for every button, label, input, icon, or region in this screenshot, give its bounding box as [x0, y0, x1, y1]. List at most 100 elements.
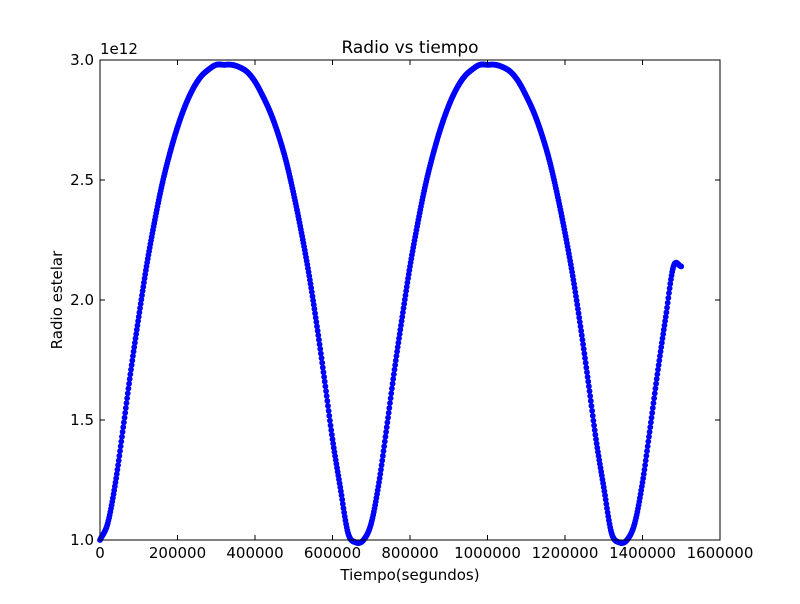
y-tick-label: 3.0 — [70, 51, 94, 69]
data-point — [386, 405, 393, 411]
data-point — [648, 414, 655, 421]
x-tick-label: 1400000 — [609, 544, 676, 562]
data-point — [585, 378, 592, 385]
data-point — [652, 385, 659, 392]
data-point — [651, 390, 658, 397]
data-point — [379, 457, 386, 464]
data-point — [383, 424, 390, 431]
data-point — [647, 424, 654, 431]
data-point — [125, 385, 132, 392]
x-tick-label: 600000 — [304, 544, 361, 562]
data-point — [323, 393, 330, 399]
data-point — [650, 400, 657, 407]
y-tick-label: 2.0 — [70, 291, 94, 309]
data-point — [584, 374, 591, 380]
data-point — [582, 355, 588, 362]
data-point — [126, 376, 133, 382]
data-point — [379, 452, 386, 459]
data-point — [589, 412, 596, 419]
data-point — [653, 380, 659, 387]
data-point — [587, 398, 594, 404]
plot-frame — [99, 59, 721, 541]
data-point — [646, 433, 652, 440]
data-point — [646, 429, 653, 435]
data-point — [327, 422, 334, 429]
data-point — [123, 400, 130, 407]
data-point — [117, 443, 124, 450]
data-point — [647, 419, 654, 426]
data-point — [324, 398, 331, 404]
data-point — [320, 369, 327, 376]
data-point — [321, 378, 328, 385]
data-point — [385, 409, 392, 416]
x-axis-label: Tiempo(segundos) — [339, 566, 479, 584]
data-point — [585, 383, 592, 390]
plot-area — [100, 60, 720, 540]
data-point — [121, 414, 128, 421]
data-point — [382, 433, 389, 440]
data-point — [389, 380, 396, 387]
data-point — [590, 417, 597, 424]
data-point — [653, 376, 660, 382]
data-point — [388, 390, 395, 397]
data-point — [119, 429, 126, 435]
data-point — [120, 419, 127, 426]
data-point — [649, 405, 656, 411]
y-tick-label: 2.5 — [70, 171, 94, 189]
data-point — [384, 419, 391, 426]
data-point — [591, 422, 597, 429]
data-point — [644, 448, 650, 454]
chart-title: Radio vs tiempo — [341, 38, 478, 58]
data-point — [583, 364, 590, 371]
data-point — [321, 374, 328, 380]
data-point — [387, 395, 394, 402]
x-tick-label: 800000 — [381, 544, 438, 562]
data-point — [643, 452, 650, 459]
x-axis-ticks: 0 200000 400000 600000 800000 1000000 1200000 1… — [95, 60, 753, 562]
x-tick-label: 0 — [95, 544, 105, 562]
data-point — [644, 443, 651, 450]
y-tick-label: 1.5 — [70, 411, 94, 429]
data-point — [390, 376, 397, 382]
data-point — [649, 409, 656, 416]
data-point — [678, 263, 685, 270]
y-axis-ticks: 1.0 1.5 2.0 2.5 3.0 — [70, 51, 720, 549]
data-point — [383, 429, 390, 435]
data-point — [119, 433, 125, 440]
x-tick-label: 1200000 — [532, 544, 599, 562]
data-point — [319, 364, 326, 371]
data-point — [645, 438, 652, 445]
data-point — [584, 369, 590, 376]
data-point — [666, 290, 672, 296]
y-axis-label: Radio estelar — [48, 250, 66, 349]
data-point — [323, 388, 329, 395]
data-point — [665, 295, 672, 301]
data-point — [664, 299, 671, 306]
x-tick-label: 1000000 — [454, 544, 521, 562]
data-point — [319, 359, 326, 366]
data-point — [117, 448, 123, 454]
data-point — [122, 405, 129, 411]
data-point — [322, 383, 329, 390]
data-point — [389, 385, 395, 392]
data-point — [387, 400, 393, 407]
data-point — [588, 403, 595, 409]
data-point — [124, 395, 131, 402]
data-point — [642, 457, 649, 464]
data-point — [582, 359, 589, 366]
data-point — [385, 414, 391, 421]
data-point — [318, 355, 325, 362]
x-tick-label: 1600000 — [687, 544, 754, 562]
y-tick-label: 1.0 — [70, 531, 94, 549]
data-point — [380, 448, 387, 454]
data-point — [381, 443, 388, 450]
data-point — [663, 309, 670, 316]
data-point — [115, 457, 122, 464]
data-point — [589, 407, 596, 414]
data-point — [118, 438, 125, 445]
data-point — [381, 438, 388, 445]
data-point — [122, 409, 129, 416]
data-point — [116, 452, 123, 459]
